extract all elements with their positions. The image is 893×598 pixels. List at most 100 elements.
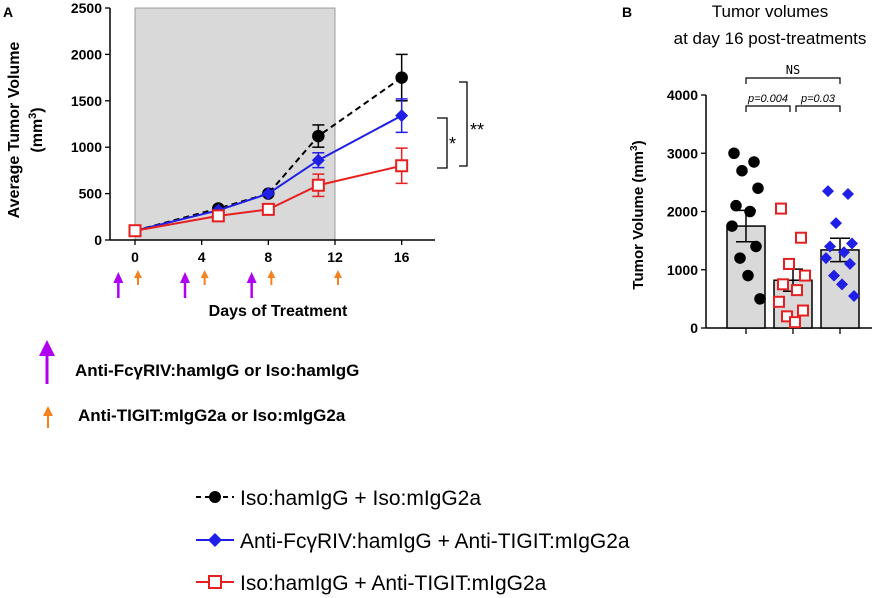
panel-a-xtick-label: 12 [327,249,343,265]
panel-b-point [728,147,740,159]
panel-b-point [836,278,848,291]
panel-a-xtick-label: 0 [131,249,139,265]
panel-a-point [128,224,142,238]
sig-mark-single: * [449,134,456,154]
panel-b-point [797,304,809,317]
panel-b-point [830,217,842,230]
dose-legend-purple-label: Anti-FcγRIV:hamIgG or Iso:hamIgG [75,361,359,380]
panel-b-point [799,269,811,282]
panel-a-point [395,71,408,84]
orange-dose-arrow-head-icon [267,270,276,278]
panel-b-point [848,289,860,302]
legend-marker-square-icon [208,575,222,589]
orange-dose-arrow-head-icon [200,270,209,278]
panel-b-point [754,293,766,305]
panel-b-ytick-label: 0 [690,320,698,336]
panel-b-comparison-label: p=0.004 [747,93,788,105]
panel-b-comparison-bracket [745,77,841,84]
panel-b-point [791,284,803,297]
panel-b-point [820,252,832,265]
panel-b-comparison-bracket [745,105,791,112]
panel-b-title-line2: at day 16 post-treatments [674,29,867,48]
dose-legend: Anti-FcγRIV:hamIgG or Iso:hamIgG Anti-TI… [39,340,359,428]
panel-a-point [312,129,325,143]
panel-a-xtick-label: 8 [264,249,272,265]
panel-b-point [842,188,854,201]
panel-b-point [844,257,856,270]
panel-b-point [824,240,836,253]
panel-b-point [750,240,762,253]
treatment-shaded-region [134,7,336,241]
panel-b-ytick-label: 2000 [667,204,698,220]
sig-bracket-inner [437,117,448,169]
purple-dose-arrow-head-icon [246,272,257,283]
panel-b-point [736,164,748,177]
purple-dose-arrow-head-icon [113,272,124,283]
panel-b-point [828,269,840,282]
legend-label-iso-iso: Iso:hamIgG + Iso:mIgG2a [240,487,481,510]
panel-a-point [311,153,325,167]
panel-b-point [773,295,785,308]
purple-arrow-legend-head-icon [39,340,55,356]
sig-bracket-outer [459,81,468,167]
panel-b-ytick-label: 4000 [667,87,698,103]
dose-legend-orange-label: Anti-TIGIT:mIgG2a or Iso:mIgG2a [78,406,346,425]
panel-b-comparison-label: p=0.03 [800,93,836,105]
panel-label-a: A [3,4,13,20]
panel-b-point [748,156,760,168]
panel-b-point [783,257,795,270]
legend-marker-diamond-icon [208,533,222,547]
legend-label-anti-anti: Anti-FcγRIV:hamIgG + Anti-TIGIT:mIgG2a [240,530,630,553]
panel-b-point [752,182,764,194]
panel-b-point [777,278,789,291]
panel-b-bars [726,147,860,329]
sig-mark-double: ** [470,120,484,140]
panel-label-b: B [622,4,632,20]
panel-b-ytick-label: 3000 [667,145,698,161]
panel-b-point [822,185,834,198]
legend-marker-circle-icon [209,491,221,503]
panel-b-point [730,199,742,212]
panel-a-ylabel-line1: Average Tumor Volume [6,42,23,219]
orange-dose-arrow-head-icon [334,270,342,278]
panel-a-ytick-label: 2500 [71,0,102,16]
panel-a-xlabel: Days of Treatment [209,303,348,320]
panel-b-point [789,316,801,329]
panel-a-ylabel-line2: (mm3) [27,107,46,152]
panel-a-point [261,202,275,216]
panel-b-point [775,202,787,215]
panel-b-ylabel: Tumor Volume (mm3) [629,140,647,289]
panel-a-point [211,209,225,223]
panel-b-point [734,252,746,264]
panel-b-point [795,231,807,244]
legend-label-iso-anti: Iso:hamIgG + Anti-TIGIT:mIgG2a [240,572,547,595]
panel-b-point [742,269,754,282]
panel-a-point [395,159,409,173]
panel-a-xtick-label: 4 [198,249,206,265]
panel-b-title-line1: Tumor volumes [712,2,829,21]
panel-a-axes: 0 500 1000 1500 2000 2500 0 4 8 12 16 [71,0,435,265]
panel-a-series [128,53,409,238]
purple-dose-arrow-head-icon [180,272,190,283]
orange-arrow-legend-head-icon [43,406,53,416]
panel-b-point [846,237,858,250]
panel-a-ytick-label: 500 [79,186,103,202]
orange-dose-arrow-head-icon [134,270,142,278]
panel-a-xtick-label: 16 [394,249,410,265]
dose-arrows [113,270,342,298]
panel-a-point [261,187,275,201]
panel-b-point [744,205,756,218]
panel-a-ytick-label: 0 [94,232,102,248]
panel-a-ytick-label: 1500 [71,93,102,109]
series-legend: Iso:hamIgG + Iso:mIgG2a Anti-FcγRIV:hamI… [196,487,630,595]
panel-a-ytick-label: 2000 [71,46,102,62]
panel-b-ytick-label: 1000 [667,262,698,278]
panel-b-comparison-bracket [795,105,841,112]
panel-b-comparison-label: NS [786,63,800,77]
panel-a-point [311,178,325,192]
panel-b-comparisons: NS p=0.004 p=0.03 [745,63,841,112]
panel-b-point [726,220,738,232]
panel-b-point [838,246,850,259]
panel-a-point [395,109,409,123]
